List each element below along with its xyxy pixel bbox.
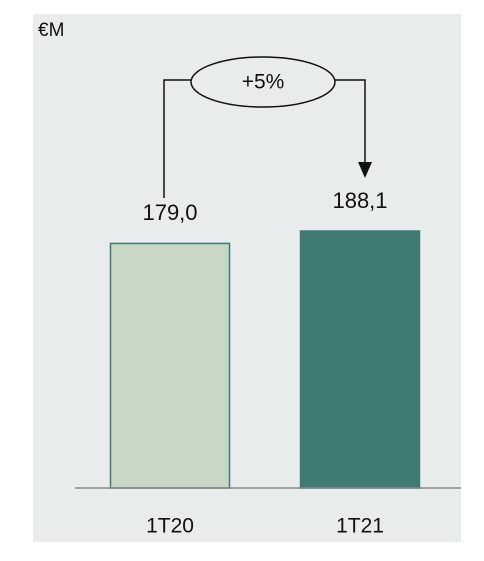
bar (109, 242, 231, 489)
data-label: 179,0 (142, 200, 197, 225)
annotation-bracket (335, 79, 366, 164)
bar (299, 230, 421, 489)
data-label: 188,1 (332, 188, 387, 213)
annotation-arrowhead (358, 162, 372, 178)
unit-label: €M (38, 20, 64, 41)
annotation-bracket (163, 79, 191, 198)
annotation-ellipse (190, 56, 336, 108)
annotation-text: +5% (242, 71, 285, 94)
x-tick-label: 1T20 (146, 515, 194, 538)
x-tick-label: 1T21 (336, 515, 384, 538)
